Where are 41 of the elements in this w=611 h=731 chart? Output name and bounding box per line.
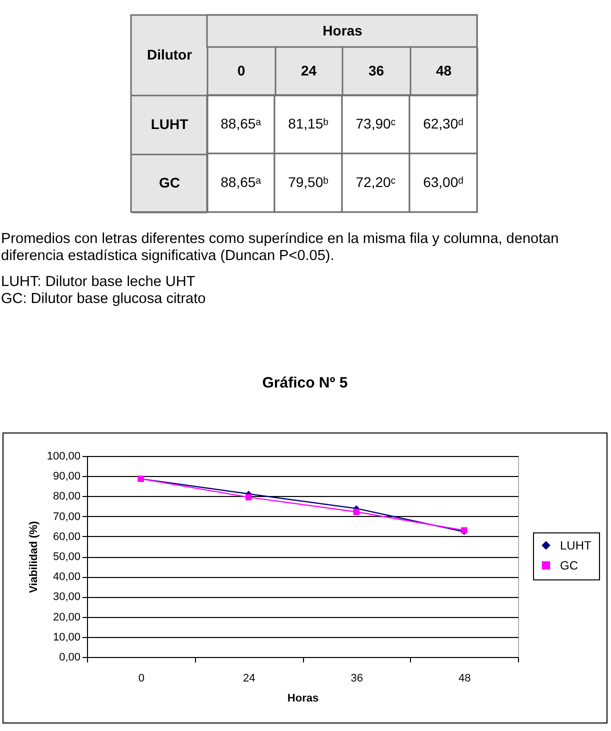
text: Dilutor (146, 46, 193, 62)
text: 63,00ᵈ (423, 174, 464, 190)
y-tick-label: 50,00 (52, 551, 80, 563)
x-tick-label: 24 (243, 672, 256, 684)
category-label: LUHT (150, 116, 188, 132)
y-tick-label: 70,00 (52, 510, 80, 523)
point (245, 494, 252, 500)
text: Horas (322, 22, 363, 38)
point (353, 508, 360, 516)
text: 62,30ᵈ (423, 115, 464, 132)
y-tick-label: 0,00 (59, 652, 80, 664)
text: LUHT: Dilutor base leche UHT (1, 274, 196, 290)
y-tick-label: 90,00 (52, 470, 80, 483)
text: 79,50ᵇ (288, 174, 328, 190)
x-tick-label: 48 (458, 672, 471, 684)
category-label: 48 (436, 62, 452, 78)
x-tick-label: 36 (350, 672, 363, 684)
chart-title: Gráfico Nº 5 (262, 374, 348, 392)
category-label: 24 (300, 62, 317, 78)
text: 88,65ᵃ (220, 115, 261, 132)
y-axis-title: Viabilidad (%) (28, 520, 40, 593)
text: 81,15ᵇ (288, 115, 328, 132)
category-label: GC (159, 174, 180, 190)
text: 88,65ᵃ (220, 174, 261, 190)
y-tick-label: 100,00 (46, 450, 80, 462)
y-tick-label: 40,00 (52, 571, 80, 584)
category-label: 0 (237, 62, 246, 78)
x-axis-title: Horas (287, 692, 319, 704)
category-label: 36 (368, 62, 384, 78)
text: GC: Dilutor base glucosa citrato (1, 291, 206, 307)
x-tick-label: 0 (138, 672, 144, 684)
text: 73,90ᶜ (356, 115, 396, 132)
legend-label: GC (560, 558, 578, 572)
y-tick-label: 80,00 (52, 490, 80, 503)
y-tick-label: 10,00 (52, 631, 80, 644)
text: 72,20ᶜ (356, 174, 396, 190)
y-tick-label: 60,00 (52, 530, 80, 543)
text: Promedios con letras diferentes como superíndice en la misma fila y columna, denotan diferencia estadística significativa (Duncan P<0.05). (1, 231, 559, 264)
legend-label: LUHT (560, 538, 592, 552)
y-tick-label: 30,00 (52, 591, 80, 604)
y-tick-label: 20,00 (52, 611, 80, 624)
